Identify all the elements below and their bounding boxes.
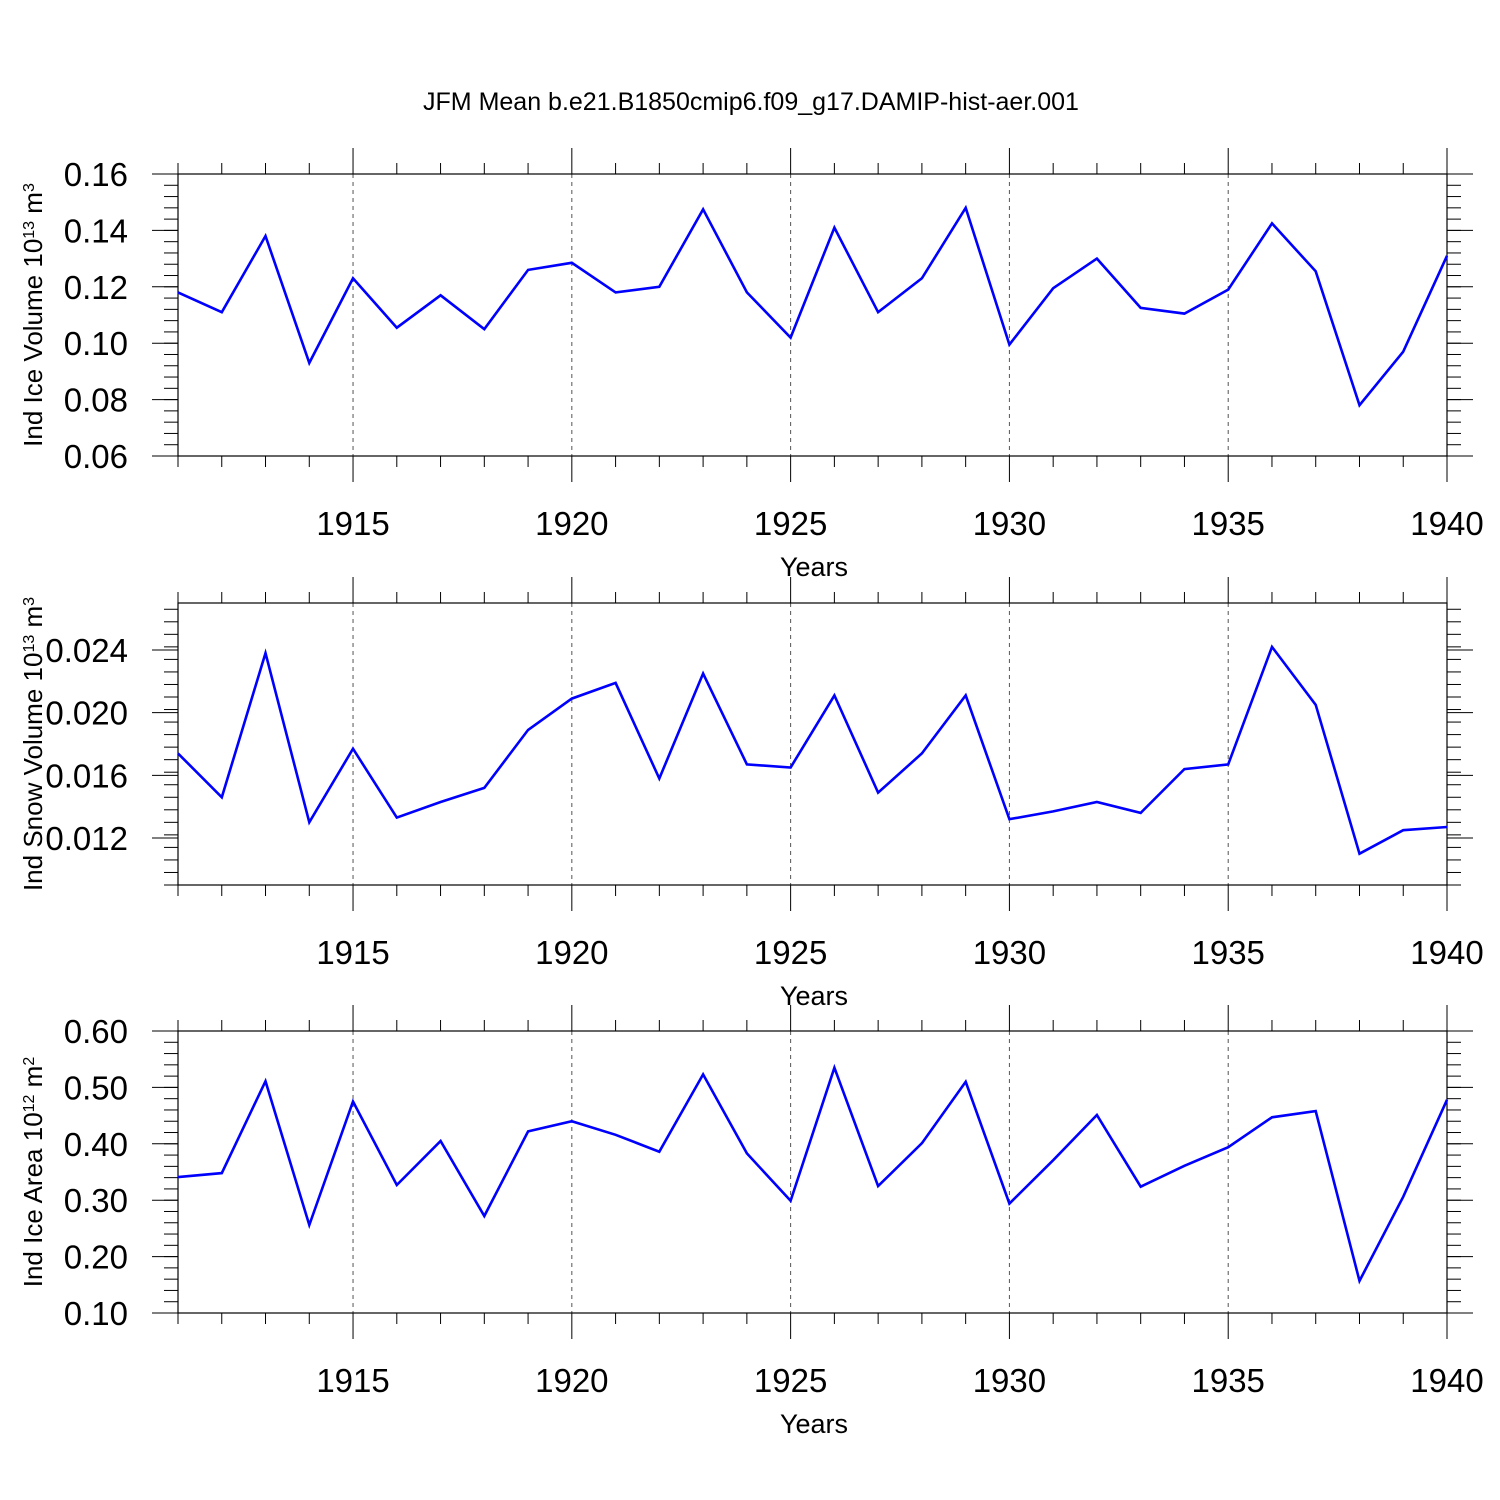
chart-panel-3: 0.10 0.20 0.30 0.40 0.50 0.60 1915 1920 1925 1930… <box>18 1005 1484 1439</box>
series-line-1 <box>177 204 1449 408</box>
plot-frame <box>177 173 1448 457</box>
y-tick-label: 0.60 <box>64 1013 128 1050</box>
y-tick-label: 0.12 <box>64 269 128 306</box>
y-axis-label: Ind Ice Volume 1013 m3 <box>18 183 48 447</box>
x-tick-label: 1925 <box>754 505 827 542</box>
series-line-1 <box>177 644 1448 856</box>
x-tick-label: 1915 <box>316 505 389 542</box>
x-tick-label: 1935 <box>1191 505 1264 542</box>
panels: 0.06 0.08 0.10 0.12 0.14 0.16 1915 1920 1925 1930… <box>18 148 1484 1439</box>
y-tick-label: 0.012 <box>45 820 128 857</box>
y-tick-label: 0.14 <box>64 212 128 249</box>
y-axis-label-superscript: 13 <box>21 635 38 653</box>
y-tick-label: 0.024 <box>45 632 128 669</box>
y-axis-label-superscript: 12 <box>21 1094 38 1112</box>
x-tick-label: 1940 <box>1410 934 1483 971</box>
x-axis-label: Years <box>780 1409 848 1439</box>
x-tick-label: 1940 <box>1410 505 1483 542</box>
x-tick-label: 1930 <box>973 505 1046 542</box>
y-axis-label-superscript: 3 <box>21 183 38 192</box>
y-axis-label: Ind Ice Area 1012 m2 <box>18 1057 48 1288</box>
x-tick-label: 1920 <box>535 934 608 971</box>
x-axis-label: Years <box>780 552 848 582</box>
y-tick-label: 0.08 <box>64 382 128 419</box>
y-tick-label: 0.40 <box>64 1126 128 1163</box>
x-tick-label: 1925 <box>754 934 827 971</box>
figure-title: JFM Mean b.e21.B1850cmip6.f09_g17.DAMIP-… <box>423 88 1079 116</box>
y-tick-label: 0.06 <box>64 438 128 475</box>
x-axis-label: Years <box>780 981 848 1011</box>
x-tick-label: 1935 <box>1191 934 1264 971</box>
y-axis-label-part: m <box>18 192 48 221</box>
x-tick-label: 1930 <box>973 1362 1046 1399</box>
x-tick-label: 1935 <box>1191 1362 1264 1399</box>
plot-frame <box>177 1030 1448 1314</box>
x-tick-label: 1920 <box>535 505 608 542</box>
y-axis-label-superscript: 2 <box>21 1057 38 1066</box>
y-tick-label: 0.020 <box>45 695 128 732</box>
x-tick-label: 1915 <box>316 1362 389 1399</box>
y-tick-label: 0.016 <box>45 757 128 794</box>
y-axis-label-part: Ind Snow Volume 10 <box>18 653 48 892</box>
x-tick-label: 1915 <box>316 934 389 971</box>
y-axis-label: Ind Snow Volume 1013 m3 <box>18 597 48 891</box>
y-tick-label: 0.30 <box>64 1182 128 1219</box>
y-tick-label: 0.50 <box>64 1069 128 1106</box>
chart-panel-1: 0.06 0.08 0.10 0.12 0.14 0.16 1915 1920 1925 1930… <box>18 148 1484 582</box>
chart-panel-2: 0.012 0.016 0.020 0.024 1915 1920 1925 1930 1935… <box>18 577 1484 1011</box>
y-tick-label: 0.10 <box>64 325 128 362</box>
plot-frame <box>177 602 1448 886</box>
y-axis-label-part: m <box>18 1066 48 1095</box>
y-axis-label-superscript: 13 <box>21 221 38 239</box>
series-line-1 <box>177 1063 1449 1285</box>
y-tick-label: 0.20 <box>64 1239 128 1276</box>
y-axis-label-superscript: 3 <box>21 597 38 606</box>
y-tick-label: 0.16 <box>64 156 128 193</box>
x-tick-label: 1930 <box>973 934 1046 971</box>
y-axis-label-part: Ind Ice Area 10 <box>18 1112 48 1287</box>
y-axis-label-part: Ind Ice Volume 10 <box>18 239 48 447</box>
x-tick-label: 1940 <box>1410 1362 1483 1399</box>
x-tick-label: 1920 <box>535 1362 608 1399</box>
y-tick-label: 0.10 <box>64 1295 128 1332</box>
x-tick-label: 1925 <box>754 1362 827 1399</box>
y-axis-label-part: m <box>18 606 48 635</box>
